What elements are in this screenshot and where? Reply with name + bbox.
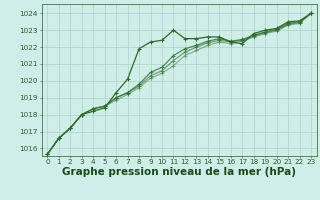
- X-axis label: Graphe pression niveau de la mer (hPa): Graphe pression niveau de la mer (hPa): [62, 167, 296, 177]
